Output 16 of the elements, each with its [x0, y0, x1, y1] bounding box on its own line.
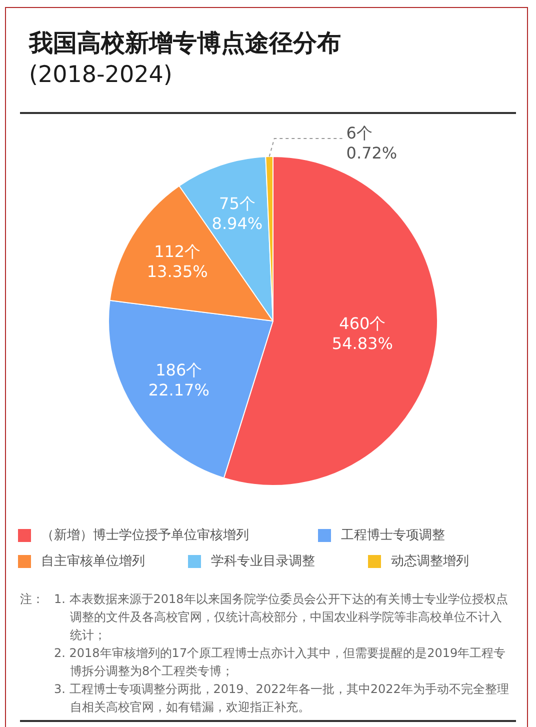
- legend-label: 学科专业目录调整: [211, 553, 315, 570]
- legend-label: （新增）博士学位授予单位审核增列: [41, 527, 249, 544]
- text: 注：: [20, 591, 45, 608]
- legend-label: 动态调整增列: [391, 553, 469, 570]
- legend-label: 工程博士专项调整: [341, 527, 445, 544]
- data-label: 75个 8.94%: [212, 194, 263, 234]
- legend-label: 自主审核单位增列: [41, 553, 145, 570]
- data-label: 186个 22.17%: [148, 360, 210, 400]
- chart-subtitle: (2018-2024): [29, 62, 172, 88]
- data-label: 460个 54.83%: [332, 314, 393, 353]
- data-label: 6个 0.72%: [346, 124, 398, 163]
- chart-title: 我国高校新增专博点途径分布: [29, 28, 341, 59]
- text: 2. 2018年审核增列的17个原工程博士点亦计入其中，但需要提醒的是2019年工程专博拆分调整为8个工程类专博；: [54, 645, 507, 680]
- text: 3. 工程博士专项调整分两批，2019、2022年各一批，其中2022年为手动不完全整理自相关高校官网，如有错漏，欢迎指正补充。: [54, 681, 510, 716]
- text: 1. 本表数据来源于2018年以来国务院学位委员会公开下达的有关博士专业学位授权点调整的文件及各高校官网，仅统计高校部分，中国农业科学院等非高校单位不计入统计；: [54, 591, 509, 644]
- data-label: 112个 13.35%: [146, 242, 208, 282]
